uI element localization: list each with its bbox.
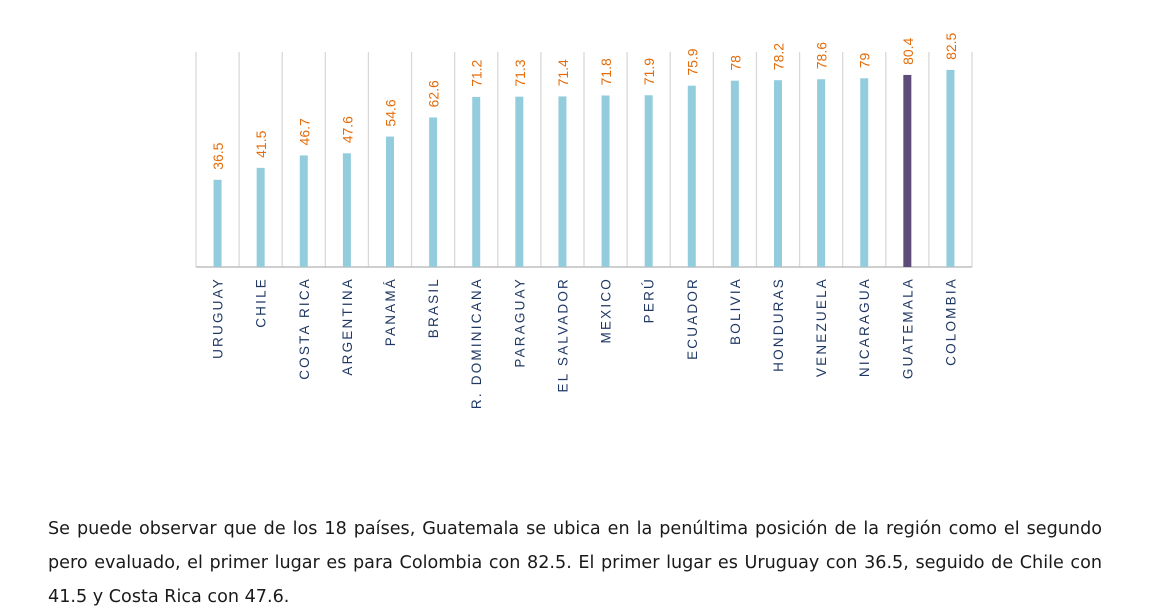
bar-nicaragua <box>860 78 869 268</box>
category-tick-label: PERÚ <box>642 277 657 323</box>
bar-colombia <box>946 69 955 268</box>
data-label: 78 <box>727 55 743 71</box>
bar-ecuador <box>687 85 696 267</box>
bar-brasil <box>429 117 438 267</box>
data-label: 46.7 <box>296 118 312 145</box>
bar-chart: 36.5 URUGUAY 41.5 CHILE 46.7 COSTA RICA 47.6 AR… <box>195 32 973 409</box>
category-tick-label: URUGUAY <box>211 277 226 359</box>
bar-el-salvador <box>558 96 567 267</box>
data-label: 71.9 <box>641 58 657 85</box>
bar-panam- <box>386 136 394 267</box>
data-label: 71.2 <box>469 59 485 86</box>
category-tick-label: COSTA RICA <box>297 277 312 380</box>
data-label: 75.9 <box>684 48 700 75</box>
category-tick-label: COLOMBIA <box>943 277 958 366</box>
data-label: 80.4 <box>900 37 916 64</box>
data-label: 78.6 <box>814 42 830 69</box>
data-label: 36.5 <box>210 142 226 169</box>
category-tick-label: ARGENTINA <box>340 277 355 376</box>
category-tick-label: NICARAGUA <box>857 277 872 377</box>
bar-honduras <box>774 80 782 267</box>
bar-r-dominicana <box>472 96 481 268</box>
data-label: 62.6 <box>426 80 442 107</box>
data-label: 71.3 <box>512 59 528 86</box>
bar-venezuela <box>817 79 826 267</box>
data-label: 71.4 <box>555 59 571 86</box>
bar-per- <box>644 95 653 267</box>
data-label: 82.5 <box>943 32 959 59</box>
bar-bolivia <box>730 80 739 268</box>
bar-guatemala <box>903 74 912 267</box>
category-tick-label: EL SALVADOR <box>555 277 570 392</box>
category-tick-label: HONDURAS <box>771 277 786 372</box>
bar-uruguay <box>213 179 222 267</box>
category-tick-label: BOLIVIA <box>728 277 743 345</box>
category-tick-label: GUATEMALA <box>900 277 915 379</box>
category-tick-label: ECUADOR <box>685 277 700 360</box>
description-paragraph: Se puede observar que de los 18 países, … <box>48 518 1102 607</box>
data-label: 47.6 <box>339 116 355 143</box>
data-label: 79 <box>857 52 873 68</box>
bar-chile <box>256 167 265 267</box>
category-tick-label: PARAGUAY <box>512 277 527 368</box>
bar-costa-rica <box>299 155 308 267</box>
category-tick-label: MEXICO <box>599 277 614 343</box>
data-label: 54.6 <box>383 99 399 126</box>
bar-argentina <box>342 153 351 267</box>
bar-mexico <box>601 95 610 267</box>
category-tick-label: R. DOMINICANA <box>469 277 484 409</box>
data-label: 78.2 <box>771 43 787 70</box>
bar-paraguay <box>515 96 524 267</box>
category-tick-label: CHILE <box>254 277 269 328</box>
category-tick-label: PANAMÁ <box>383 277 398 346</box>
data-label: 71.8 <box>598 58 614 85</box>
category-tick-label: VENEZUELA <box>814 277 829 377</box>
category-tick-label: BRASIL <box>426 277 441 338</box>
data-label: 41.5 <box>253 130 269 157</box>
